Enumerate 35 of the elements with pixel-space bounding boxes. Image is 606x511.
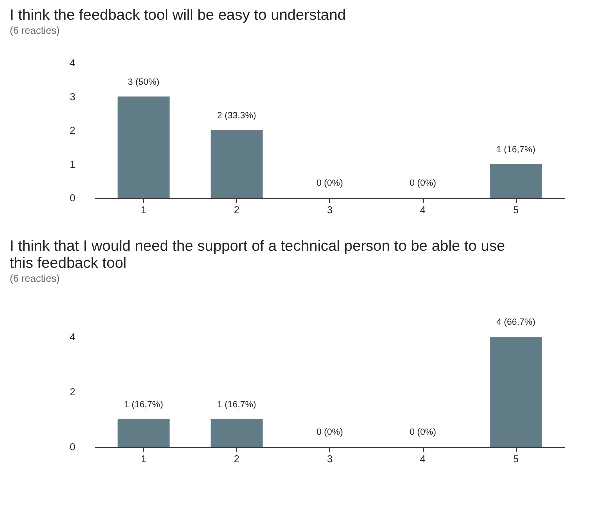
data-label: 4 (66,7%) [496,317,536,327]
y-tick-label: 3 [70,92,76,104]
data-label: 1 (16,7%) [124,400,164,410]
x-tick-label: 3 [327,206,334,216]
y-tick-label: 2 [70,388,76,398]
chart-subtitle: (6 reacties) [10,26,60,37]
data-label: 0 (0%) [410,427,436,437]
data-label: 0 (0%) [410,178,436,188]
bar [210,130,263,198]
chart-title: I think the feedback tool will be easy to understand [10,7,346,24]
data-label: 0 (0%) [316,178,344,188]
y-tick-label: 4 [70,58,76,70]
y-tick-label: 1 [70,160,76,171]
data-label: 2 (33,3%) [217,110,256,120]
x-tick-label: 2 [234,454,240,466]
data-label: 1 (16,7%) [496,144,536,154]
y-tick-label: 4 [70,332,76,344]
bar [118,96,170,198]
x-tick-label: 5 [513,206,520,216]
x-tick-label: 3 [327,454,334,466]
data-label: 3 (50%) [128,76,160,87]
bar [490,164,542,198]
x-tick-label: 1 [141,206,148,216]
data-label: 0 (0%) [316,427,344,437]
x-tick-label: 4 [420,454,426,466]
chart-title: I think that I would need the support of a technical person to be able to use this feedback tool [10,238,506,272]
x-tick-label: 4 [420,206,426,216]
chart-subtitle: (6 reacties) [10,274,60,285]
data-label: 1 (16,7%) [217,400,256,410]
x-tick-label: 1 [141,454,148,466]
y-tick-label: 0 [70,194,76,204]
x-tick-label: 2 [234,206,240,216]
y-tick-label: 2 [70,126,76,137]
x-tick-label: 5 [513,454,520,466]
y-tick-label: 0 [70,442,76,454]
